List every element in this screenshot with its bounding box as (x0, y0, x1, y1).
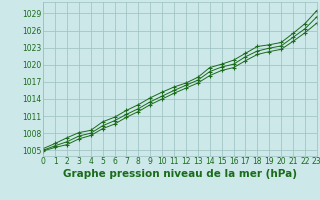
X-axis label: Graphe pression niveau de la mer (hPa): Graphe pression niveau de la mer (hPa) (63, 169, 297, 179)
